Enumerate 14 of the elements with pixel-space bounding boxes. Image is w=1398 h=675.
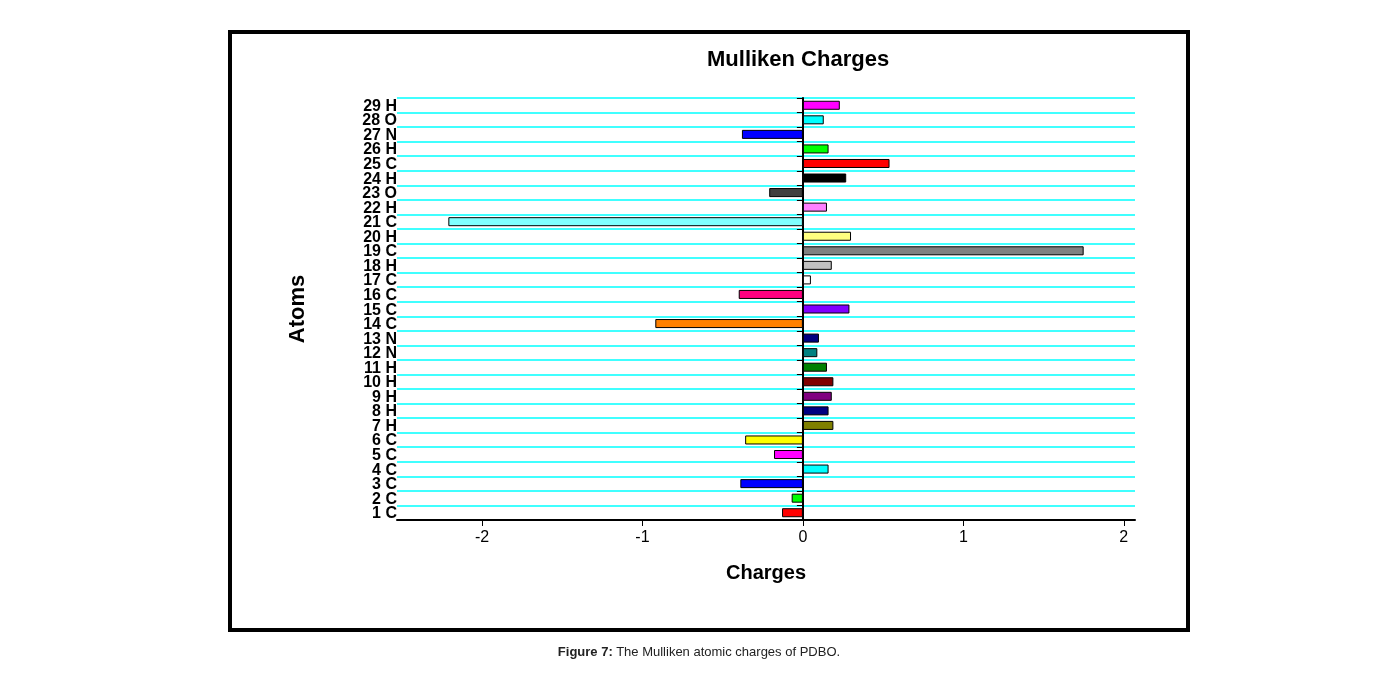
y-tick-label: 1 C (372, 504, 398, 522)
y-tick-label: 29 H (363, 96, 397, 114)
x-tick-label: -1 (635, 527, 650, 545)
x-tick-label: 0 (798, 527, 808, 545)
y-tick-label: 6 C (372, 431, 398, 449)
y-axis-title: Atoms (283, 274, 309, 344)
x-tick-label: 1 (958, 527, 968, 545)
caption: Figure 7: The Mulliken atomic charges of PDBO. (556, 644, 842, 659)
x-axis-title: Charges (725, 561, 807, 583)
x-tick-label: 2 (1119, 527, 1129, 545)
y-tick-label: 24 H (363, 169, 397, 187)
chart-title: Mulliken Charges (707, 45, 890, 71)
x-tick-label: -2 (474, 527, 490, 545)
y-tick-label: 15 C (363, 300, 398, 318)
